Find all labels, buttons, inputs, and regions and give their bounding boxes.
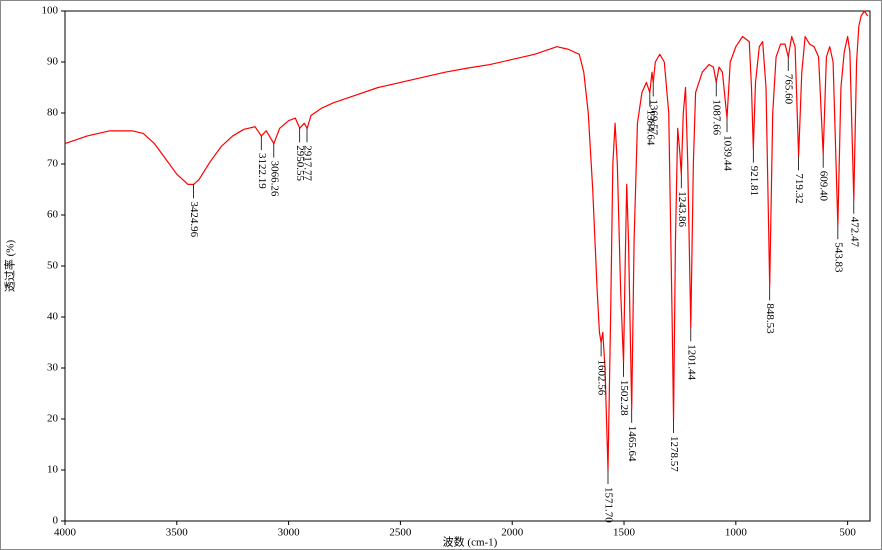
x-tick-label: 500 bbox=[839, 527, 856, 539]
peak-label: 3424.96 bbox=[188, 201, 200, 237]
peak-label: 543.83 bbox=[832, 242, 844, 273]
y-tick-label: 20 bbox=[47, 413, 59, 425]
peak-label: 1384.64 bbox=[644, 110, 656, 146]
y-tick-label: 50 bbox=[47, 260, 59, 272]
y-tick-label: 10 bbox=[47, 464, 59, 476]
peak-label: 1465.64 bbox=[626, 426, 638, 462]
x-tick-label: 1000 bbox=[725, 527, 748, 539]
peak-label: 2917.77 bbox=[301, 145, 313, 181]
y-tick-label: 40 bbox=[47, 311, 59, 323]
peak-label: 1602.56 bbox=[596, 360, 608, 396]
peak-label: 3066.26 bbox=[268, 161, 280, 197]
peak-label: 1243.86 bbox=[676, 191, 688, 227]
x-axis-label: 波数 (cm-1) bbox=[443, 536, 498, 549]
peak-label: 1201.44 bbox=[685, 344, 697, 380]
peak-label: 1571.70 bbox=[602, 487, 614, 523]
x-tick-label: 3000 bbox=[278, 527, 301, 539]
x-tick-label: 3500 bbox=[166, 527, 189, 539]
peak-label: 3122.19 bbox=[256, 153, 268, 189]
peak-label: 472.47 bbox=[848, 217, 860, 248]
x-tick-label: 1500 bbox=[613, 527, 636, 539]
peak-label: 848.53 bbox=[764, 303, 776, 334]
y-tick-label: 90 bbox=[47, 56, 59, 68]
peak-label: 1087.66 bbox=[711, 99, 723, 135]
peak-label: 1278.57 bbox=[668, 436, 680, 472]
peak-label: 1369.57 bbox=[648, 99, 660, 135]
y-tick-label: 100 bbox=[42, 5, 59, 17]
peak-label: 921.81 bbox=[748, 166, 760, 196]
peak-label: 1502.28 bbox=[618, 380, 630, 416]
peak-label: 2950.55 bbox=[294, 145, 306, 181]
y-tick-label: 70 bbox=[47, 158, 59, 170]
y-axis-label: 透过率 (%) bbox=[3, 240, 17, 293]
x-tick-label: 2000 bbox=[501, 527, 524, 539]
peak-label: 609.40 bbox=[818, 171, 830, 202]
y-tick-label: 30 bbox=[47, 362, 59, 374]
y-tick-label: 80 bbox=[47, 107, 59, 119]
peak-label: 1039.44 bbox=[721, 135, 733, 171]
x-tick-label: 4000 bbox=[54, 527, 77, 539]
peak-label: 765.60 bbox=[783, 74, 795, 105]
y-tick-label: 0 bbox=[53, 515, 59, 527]
spectrum-line bbox=[64, 10, 869, 471]
peak-label: 719.32 bbox=[793, 173, 805, 203]
y-tick-label: 60 bbox=[47, 209, 59, 221]
x-tick-label: 2500 bbox=[389, 527, 412, 539]
